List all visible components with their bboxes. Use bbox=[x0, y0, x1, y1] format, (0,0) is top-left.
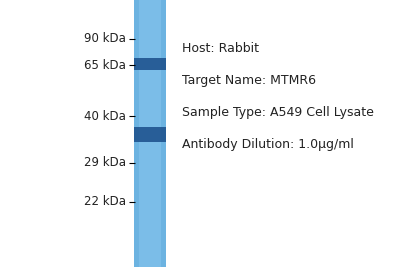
Text: 65 kDa: 65 kDa bbox=[84, 59, 126, 72]
Text: Sample Type: A549 Cell Lysate: Sample Type: A549 Cell Lysate bbox=[182, 106, 374, 119]
Bar bbox=[134, 127, 166, 142]
Text: Antibody Dilution: 1.0μg/ml: Antibody Dilution: 1.0μg/ml bbox=[182, 138, 354, 151]
Bar bbox=[134, 0, 139, 267]
Text: Host: Rabbit: Host: Rabbit bbox=[182, 42, 259, 54]
Bar bbox=[134, 0, 166, 267]
Text: 22 kDa: 22 kDa bbox=[84, 195, 126, 208]
Bar bbox=[161, 0, 166, 267]
Bar bbox=[134, 58, 166, 70]
Text: 29 kDa: 29 kDa bbox=[84, 156, 126, 169]
Text: 90 kDa: 90 kDa bbox=[84, 32, 126, 45]
Text: 40 kDa: 40 kDa bbox=[84, 110, 126, 123]
Text: Target Name: MTMR6: Target Name: MTMR6 bbox=[182, 74, 316, 87]
